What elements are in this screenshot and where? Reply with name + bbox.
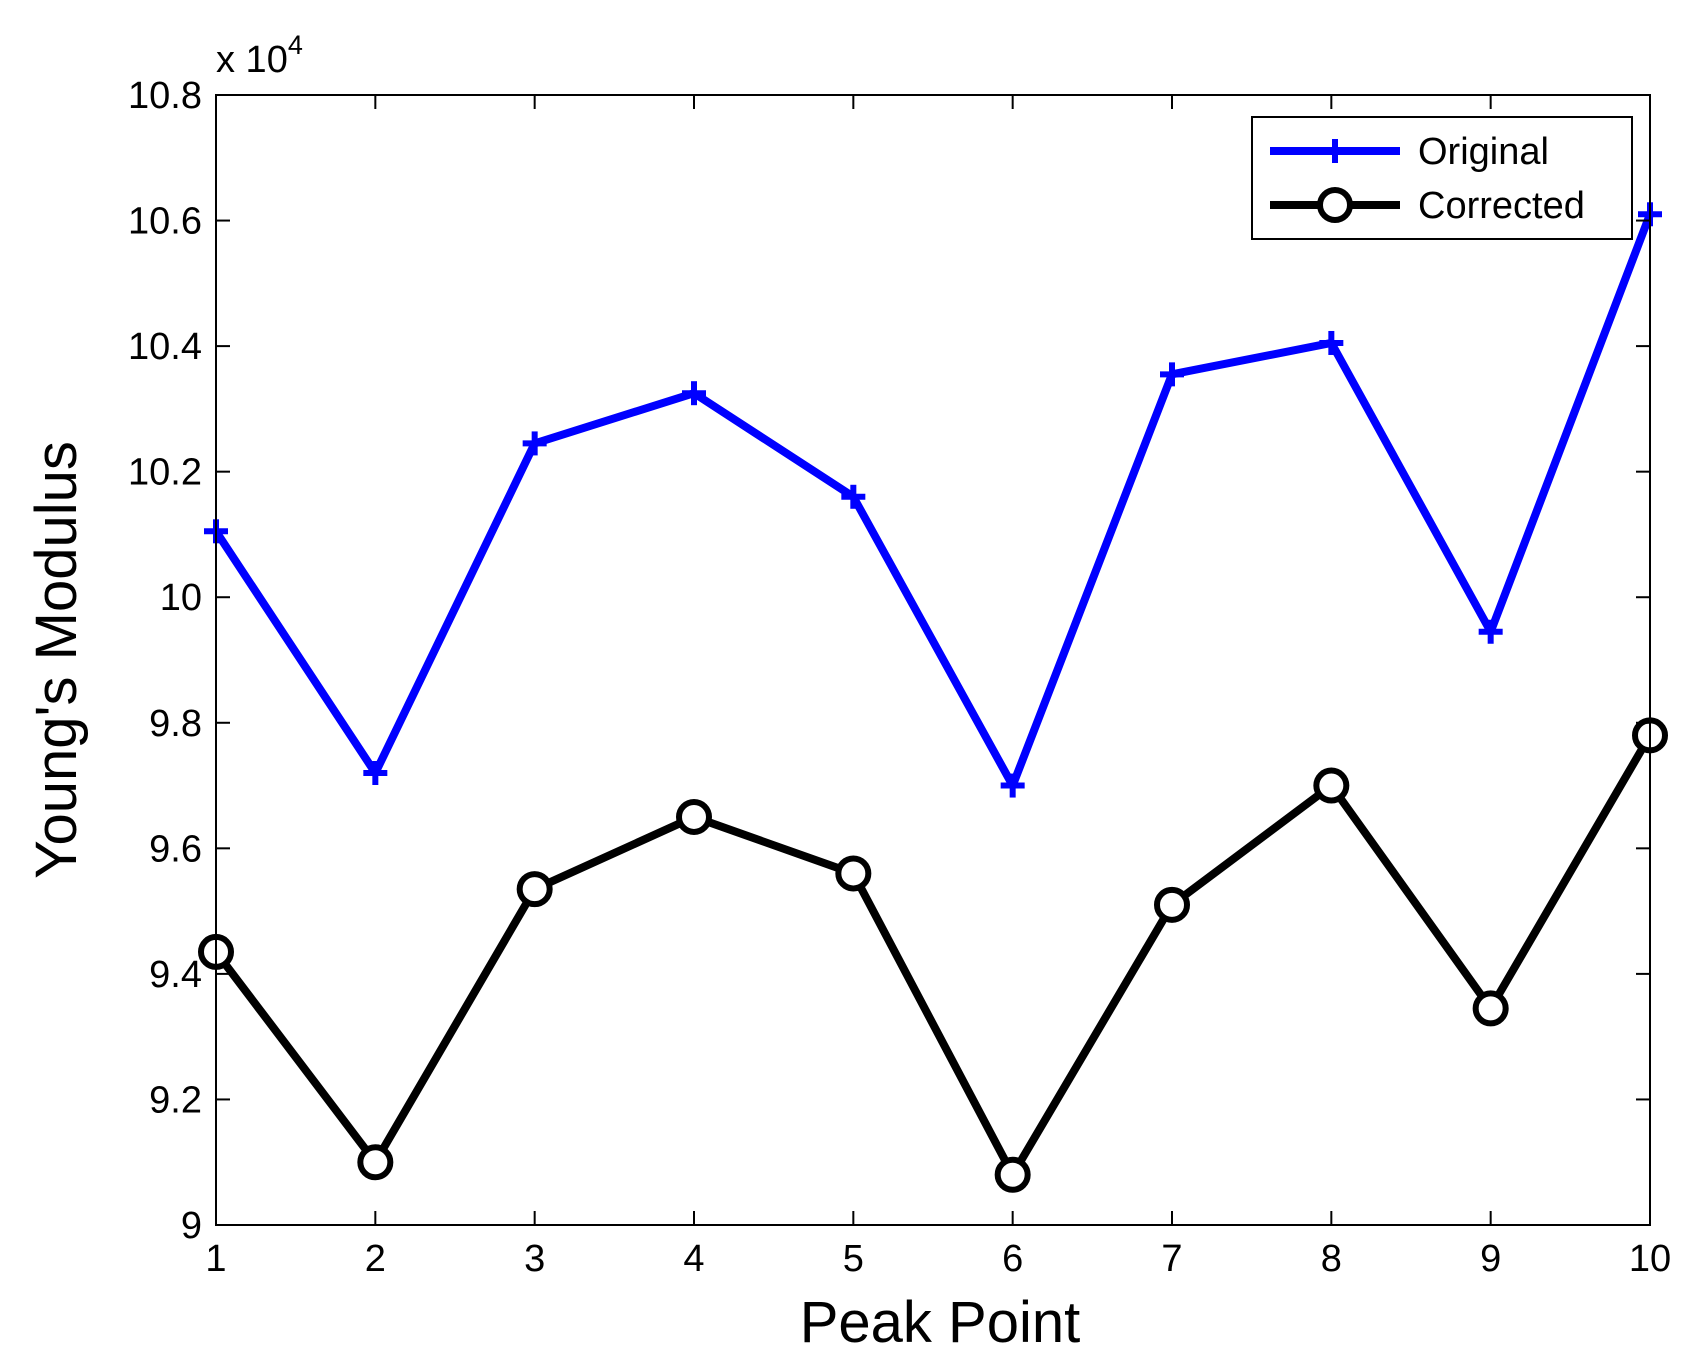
y-tick-label: 9.6 [149, 828, 202, 870]
x-tick-label: 2 [365, 1238, 386, 1280]
series-layer [198, 202, 1668, 1193]
y-tick-label: 10.2 [128, 452, 202, 494]
legend-label-corrected: Corrected [1418, 185, 1585, 227]
x-tick-label: 6 [1002, 1238, 1023, 1280]
data-point-corrected [1313, 767, 1350, 804]
data-point-corrected [676, 798, 712, 835]
data-point-original [363, 761, 388, 785]
ticks: 1 2 3 4 5 6 7 8 9 10 9 9.2 9.4 9.6 9.8 10 10.2 10.4 10.6 10… [128, 75, 1671, 1280]
x-tick-label: 3 [524, 1238, 545, 1280]
legend-marker-corrected [1317, 187, 1353, 223]
y-tick-label: 9.2 [149, 1079, 202, 1121]
data-point-corrected [835, 855, 872, 892]
y-tick-label: 10.6 [128, 201, 202, 243]
axes [215, 94, 1651, 1226]
data-point-corrected [516, 871, 553, 908]
legend-item-original: Original [1270, 131, 1549, 173]
x-tick-label: 8 [1321, 1238, 1342, 1280]
x-axis-title: Peak Point [800, 1290, 1081, 1355]
data-point-corrected [994, 1156, 1031, 1193]
x-tick-label: 4 [683, 1238, 704, 1280]
axes-frame [215, 94, 1651, 1226]
x-tick-label: 10 [1629, 1238, 1671, 1280]
x-tick-label: 7 [1161, 1238, 1182, 1280]
plot-background [216, 95, 1650, 1225]
y-tick-label: 9 [181, 1205, 202, 1247]
data-point-original [682, 381, 706, 406]
data-point-original [1000, 773, 1025, 798]
legend-label-original: Original [1418, 131, 1549, 173]
x-tick-label: 9 [1480, 1238, 1501, 1280]
legend-marker-original [1323, 139, 1347, 163]
data-point-original [1478, 619, 1503, 644]
legend: Original Corrected [1251, 116, 1633, 240]
y-axis-title: Young's Modulus [24, 441, 89, 879]
series-corrected [198, 717, 1668, 1193]
y-tick-label: 9.8 [149, 703, 202, 745]
y-tick-label: 10.4 [128, 326, 202, 368]
data-point-original [1160, 362, 1184, 387]
plot-area [216, 95, 1650, 1225]
series-line-corrected [212, 731, 1654, 1179]
data-point-original [522, 431, 547, 456]
y-tick-label: 9.4 [149, 954, 202, 996]
legend-item-corrected: Corrected [1270, 185, 1585, 227]
y-tick-label: 10 [160, 577, 202, 619]
series-line-original [212, 210, 1654, 790]
x-tick-label: 5 [843, 1238, 864, 1280]
y-tick-label: 10.8 [128, 75, 202, 117]
legend-box [1251, 116, 1633, 240]
data-point-corrected [357, 1144, 394, 1181]
data-point-corrected [1154, 886, 1190, 923]
data-point-original [1319, 330, 1344, 355]
exponent-label: x 104 [216, 30, 303, 81]
data-point-corrected [1472, 990, 1509, 1027]
x-tick-label: 1 [205, 1238, 226, 1280]
data-point-original [841, 484, 866, 509]
